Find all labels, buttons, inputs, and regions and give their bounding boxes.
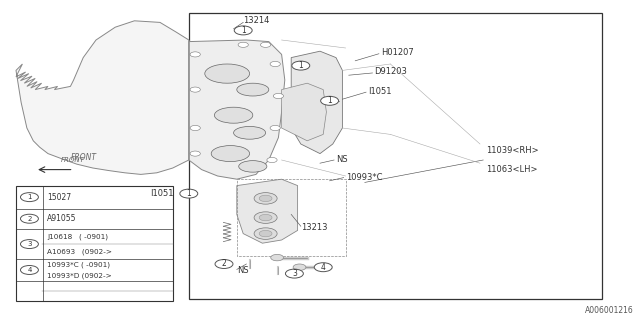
Circle shape bbox=[238, 42, 248, 47]
Ellipse shape bbox=[234, 126, 266, 139]
Circle shape bbox=[215, 260, 233, 268]
Text: 2: 2 bbox=[28, 216, 31, 222]
Ellipse shape bbox=[205, 64, 250, 83]
Bar bbox=[16, 186, 173, 301]
Circle shape bbox=[254, 212, 277, 223]
Polygon shape bbox=[291, 51, 342, 154]
Text: I1051: I1051 bbox=[150, 189, 174, 198]
Circle shape bbox=[270, 61, 280, 67]
Circle shape bbox=[254, 228, 277, 239]
Circle shape bbox=[190, 151, 200, 156]
Text: D91203: D91203 bbox=[374, 68, 407, 76]
Text: 1: 1 bbox=[186, 189, 191, 198]
Circle shape bbox=[259, 195, 272, 202]
Circle shape bbox=[267, 157, 277, 163]
Text: 13214: 13214 bbox=[243, 16, 269, 25]
Circle shape bbox=[254, 193, 277, 204]
Circle shape bbox=[190, 52, 200, 57]
Text: 1: 1 bbox=[298, 61, 303, 70]
Text: 11063<LH>: 11063<LH> bbox=[486, 165, 538, 174]
Text: FRONT: FRONT bbox=[70, 153, 97, 162]
Circle shape bbox=[314, 263, 332, 272]
Bar bbox=[189, 13, 602, 299]
Circle shape bbox=[20, 266, 38, 275]
Circle shape bbox=[20, 214, 38, 223]
Circle shape bbox=[292, 61, 310, 70]
Text: A10693   (0902->: A10693 (0902-> bbox=[47, 248, 113, 255]
Text: 10993*C: 10993*C bbox=[346, 173, 382, 182]
Circle shape bbox=[180, 189, 198, 198]
Polygon shape bbox=[282, 83, 326, 141]
Text: A91055: A91055 bbox=[47, 214, 77, 223]
Circle shape bbox=[293, 264, 306, 270]
Circle shape bbox=[20, 193, 38, 202]
Text: 13213: 13213 bbox=[301, 223, 327, 232]
Circle shape bbox=[270, 125, 280, 131]
Ellipse shape bbox=[214, 107, 253, 123]
Text: 11039<RH>: 11039<RH> bbox=[486, 146, 539, 155]
Ellipse shape bbox=[211, 146, 250, 162]
Text: NS: NS bbox=[237, 266, 248, 275]
Text: 4: 4 bbox=[321, 263, 326, 272]
Text: 3: 3 bbox=[292, 269, 297, 278]
Text: 1: 1 bbox=[27, 194, 32, 200]
Polygon shape bbox=[16, 21, 189, 174]
Circle shape bbox=[271, 254, 284, 261]
Circle shape bbox=[190, 125, 200, 131]
Circle shape bbox=[234, 26, 252, 35]
Text: 10993*C ( -0901): 10993*C ( -0901) bbox=[47, 261, 110, 268]
Text: NS: NS bbox=[336, 156, 348, 164]
Circle shape bbox=[321, 96, 339, 105]
Text: I1051: I1051 bbox=[368, 87, 392, 96]
Circle shape bbox=[259, 214, 272, 221]
Text: J10618   ( -0901): J10618 ( -0901) bbox=[47, 233, 108, 240]
Ellipse shape bbox=[239, 161, 267, 172]
Circle shape bbox=[20, 240, 38, 249]
Text: 15027: 15027 bbox=[47, 193, 72, 202]
Ellipse shape bbox=[237, 83, 269, 96]
Text: 1: 1 bbox=[327, 96, 332, 105]
Circle shape bbox=[285, 269, 303, 278]
Text: 3: 3 bbox=[27, 241, 32, 247]
Text: FRONT: FRONT bbox=[61, 157, 84, 163]
Text: H01207: H01207 bbox=[381, 48, 413, 57]
Text: 1: 1 bbox=[241, 26, 246, 35]
Circle shape bbox=[259, 230, 272, 237]
Circle shape bbox=[273, 93, 284, 99]
Circle shape bbox=[190, 87, 200, 92]
Polygon shape bbox=[189, 40, 285, 179]
Text: 4: 4 bbox=[28, 267, 31, 273]
Text: 2: 2 bbox=[221, 260, 227, 268]
Polygon shape bbox=[237, 179, 298, 243]
Text: 10993*D (0902->: 10993*D (0902-> bbox=[47, 272, 112, 279]
Text: A006001216: A006001216 bbox=[585, 306, 634, 315]
Circle shape bbox=[260, 42, 271, 47]
